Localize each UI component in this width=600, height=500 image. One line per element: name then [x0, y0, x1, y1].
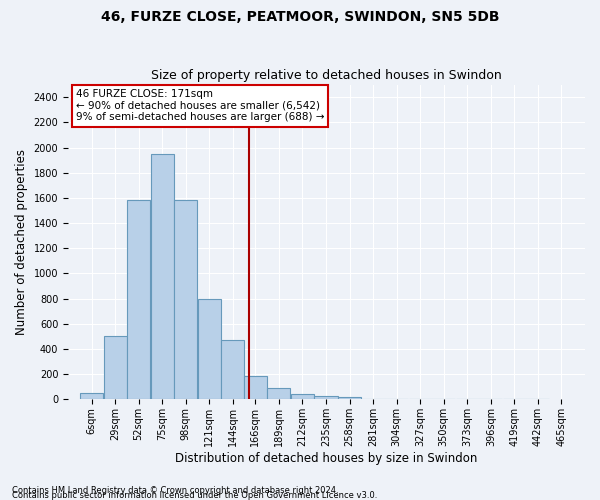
Bar	[127, 200, 150, 400]
Bar	[174, 200, 197, 400]
Y-axis label: Number of detached properties: Number of detached properties	[15, 149, 28, 335]
Text: 46, FURZE CLOSE, PEATMOOR, SWINDON, SN5 5DB: 46, FURZE CLOSE, PEATMOOR, SWINDON, SN5 …	[101, 10, 499, 24]
Text: 46 FURZE CLOSE: 171sqm
← 90% of detached houses are smaller (6,542)
9% of semi-d: 46 FURZE CLOSE: 171sqm ← 90% of detached…	[76, 90, 324, 122]
Text: Contains public sector information licensed under the Open Government Licence v3: Contains public sector information licen…	[12, 491, 377, 500]
Bar	[104, 336, 127, 400]
Bar	[221, 340, 244, 400]
Bar	[268, 388, 290, 400]
Text: Contains HM Land Registry data © Crown copyright and database right 2024.: Contains HM Land Registry data © Crown c…	[12, 486, 338, 495]
Bar	[338, 397, 361, 400]
Bar	[80, 392, 103, 400]
Bar	[198, 298, 221, 400]
Bar	[314, 396, 338, 400]
Bar	[291, 394, 314, 400]
X-axis label: Distribution of detached houses by size in Swindon: Distribution of detached houses by size …	[175, 452, 478, 465]
Title: Size of property relative to detached houses in Swindon: Size of property relative to detached ho…	[151, 69, 502, 82]
Bar	[151, 154, 174, 400]
Bar	[244, 376, 267, 400]
